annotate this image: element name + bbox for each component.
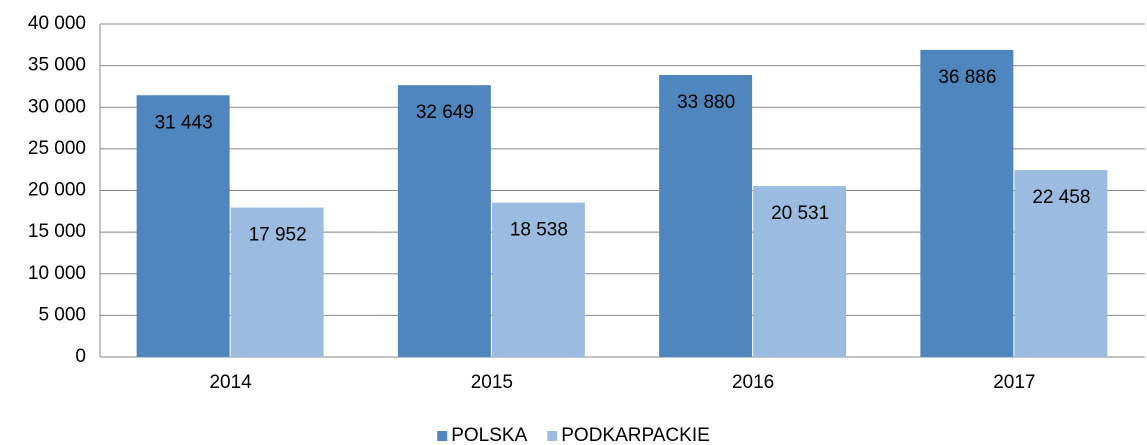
y-tick-label: 5 000 <box>38 304 86 325</box>
bar <box>136 95 230 357</box>
bar <box>491 202 585 357</box>
bar <box>659 74 753 357</box>
y-tick-label: 35 000 <box>28 55 86 76</box>
bar <box>230 207 324 357</box>
data-label: 36 886 <box>938 67 996 88</box>
bar <box>397 85 491 357</box>
legend-swatch <box>547 431 558 441</box>
x-tick-label: 2017 <box>993 372 1035 393</box>
legend-label: POLSKA <box>451 425 527 445</box>
y-tick-label: 15 000 <box>28 221 86 242</box>
bar <box>753 186 847 357</box>
x-tick-label: 2014 <box>209 372 252 393</box>
bar <box>1014 170 1108 357</box>
y-tick-label: 20 000 <box>28 180 86 201</box>
y-tick-label: 30 000 <box>28 96 86 117</box>
y-tick-label: 25 000 <box>28 138 86 159</box>
data-label: 22 458 <box>1032 187 1090 208</box>
data-label: 17 952 <box>249 225 307 246</box>
x-tick-label: 2015 <box>471 372 513 393</box>
y-tick-label: 40 000 <box>28 13 86 34</box>
bar <box>920 49 1014 358</box>
data-label: 31 443 <box>155 112 213 133</box>
data-label: 32 649 <box>416 102 474 123</box>
data-label: 18 538 <box>510 220 568 241</box>
data-label: 33 880 <box>677 92 735 113</box>
y-tick-label: 0 <box>75 346 86 367</box>
x-tick-label: 2016 <box>732 372 774 393</box>
y-tick-label: 10 000 <box>28 263 86 284</box>
legend-label: PODKARPACKIE <box>561 425 710 445</box>
legend-swatch <box>437 431 448 441</box>
data-label: 20 531 <box>771 203 829 224</box>
